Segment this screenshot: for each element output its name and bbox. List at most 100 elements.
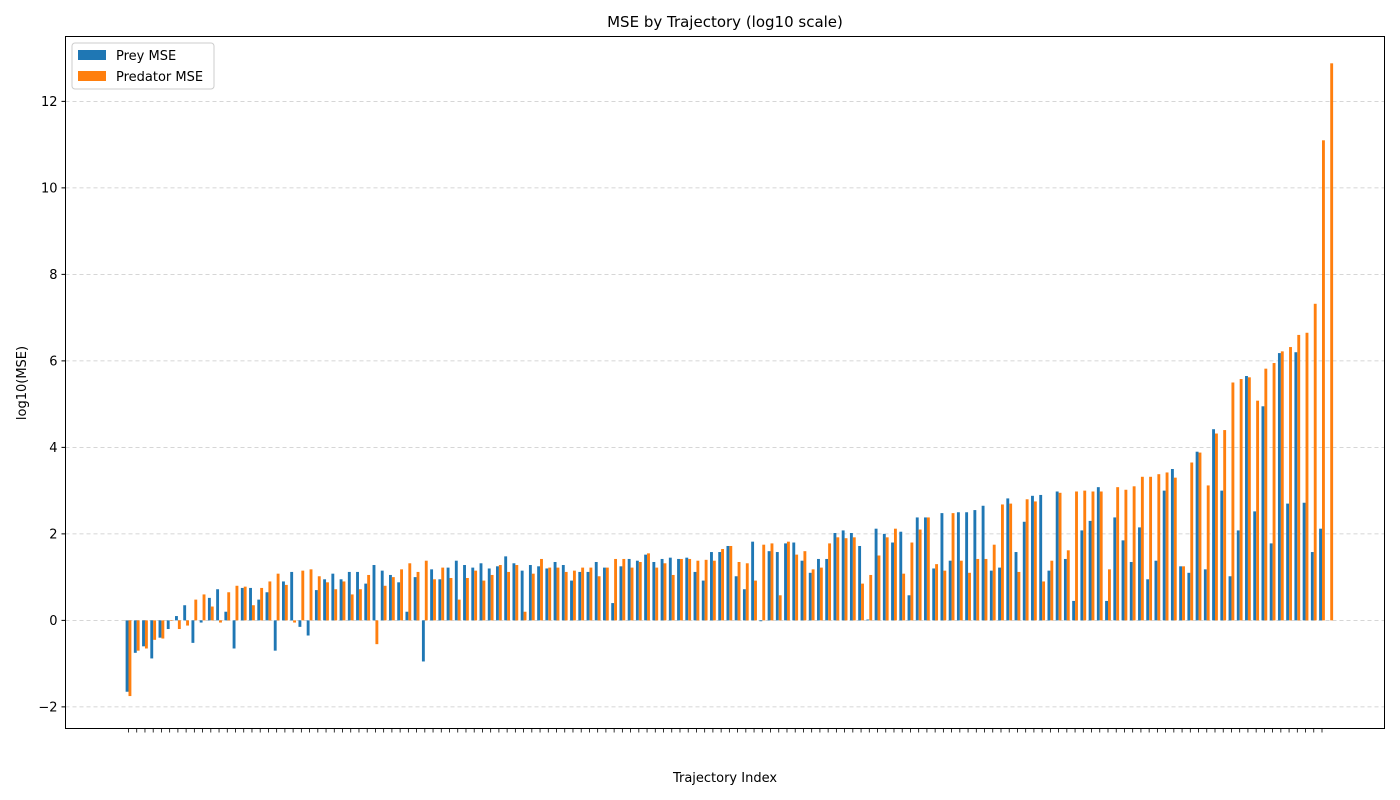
legend: Prey MSE Predator MSE bbox=[71, 42, 215, 90]
bar-predator bbox=[688, 558, 692, 621]
bar-predator bbox=[490, 574, 494, 621]
bar-prey bbox=[866, 619, 870, 621]
bar-prey bbox=[932, 568, 936, 621]
bar-prey bbox=[619, 566, 623, 621]
bar-prey bbox=[1245, 376, 1248, 621]
bar-predator bbox=[416, 571, 420, 621]
y-axis: −2 0 2 4 6 8 10 12 bbox=[38, 95, 66, 715]
bar-prey bbox=[1203, 569, 1207, 621]
bar-predator bbox=[1107, 569, 1111, 621]
bar-prey bbox=[1277, 353, 1281, 621]
bar-prey bbox=[1031, 495, 1034, 621]
x-axis bbox=[128, 728, 1323, 733]
bar-prey bbox=[216, 589, 220, 621]
bar-predator bbox=[358, 589, 362, 621]
bar-prey bbox=[496, 566, 499, 621]
bar-prey bbox=[446, 567, 450, 621]
bar-predator bbox=[523, 611, 527, 621]
bar-prey bbox=[1261, 406, 1265, 621]
bar-predator bbox=[260, 587, 264, 621]
bar-prey bbox=[1014, 552, 1018, 621]
bar-predator bbox=[424, 560, 428, 621]
bar-predator bbox=[1198, 452, 1202, 621]
bar-predator bbox=[614, 558, 618, 621]
bar-predator bbox=[696, 560, 700, 621]
bar-prey bbox=[775, 552, 779, 621]
bar-predator bbox=[770, 543, 774, 621]
bar-prey bbox=[644, 554, 648, 621]
bar-prey bbox=[817, 558, 820, 621]
bar-prey bbox=[701, 580, 705, 621]
bar-predator bbox=[1124, 489, 1128, 621]
bar-prey bbox=[1302, 502, 1306, 621]
bar-prey bbox=[199, 620, 203, 623]
bar-prey bbox=[125, 620, 129, 692]
bar-predator bbox=[869, 574, 873, 621]
bar-predator bbox=[1058, 492, 1062, 621]
bar-prey bbox=[652, 561, 656, 621]
bar-prey bbox=[504, 556, 508, 621]
bar-predator bbox=[507, 571, 511, 621]
bar-predator bbox=[1075, 491, 1078, 621]
bar-predator bbox=[918, 529, 922, 621]
bar-predator bbox=[1297, 334, 1301, 621]
bar-prey bbox=[528, 565, 532, 621]
bar-prey bbox=[808, 572, 812, 621]
bar-predator bbox=[1214, 433, 1218, 621]
bar-predator bbox=[342, 581, 346, 621]
bar-predator bbox=[1042, 581, 1046, 621]
bar-prey bbox=[471, 567, 475, 621]
bar-prey bbox=[660, 558, 664, 621]
bar-prey bbox=[1162, 490, 1166, 621]
bar-predator bbox=[433, 579, 436, 621]
bar-prey bbox=[767, 551, 771, 621]
bar-predator bbox=[671, 574, 675, 621]
bar-prey bbox=[413, 577, 417, 621]
bar-prey bbox=[479, 563, 483, 621]
bar-predator bbox=[861, 583, 864, 621]
bar-prey bbox=[833, 533, 837, 621]
bar-prey bbox=[1220, 490, 1224, 621]
bar-predator bbox=[293, 620, 297, 623]
bar-prey bbox=[1138, 527, 1141, 621]
bar-prey bbox=[1022, 521, 1026, 621]
bar-predator bbox=[540, 558, 543, 621]
bar-predator bbox=[531, 573, 535, 621]
bar-prey bbox=[792, 542, 796, 621]
y-tick-label: 4 bbox=[49, 441, 57, 456]
bar-predator bbox=[482, 580, 486, 621]
bar-prey bbox=[1080, 530, 1084, 621]
bar-predator bbox=[1066, 550, 1070, 621]
x-axis-label: Trajectory Index bbox=[672, 771, 777, 786]
bar-prey bbox=[389, 574, 392, 621]
bar-predator bbox=[877, 555, 881, 621]
bar-predator bbox=[852, 537, 856, 621]
bar-predator bbox=[811, 569, 815, 621]
bar-predator bbox=[383, 585, 387, 621]
bar-prey bbox=[611, 603, 615, 621]
bar-prey bbox=[1047, 570, 1051, 621]
bar-prey bbox=[463, 565, 466, 621]
bar-predator bbox=[243, 586, 247, 621]
bar-prey bbox=[249, 587, 252, 621]
bar-prey bbox=[891, 542, 894, 621]
bar-prey bbox=[273, 620, 277, 651]
y-tick-label: 10 bbox=[41, 181, 58, 196]
bar-predator bbox=[498, 565, 502, 621]
y-tick-label: 2 bbox=[49, 527, 57, 542]
bar-predator bbox=[161, 620, 165, 639]
bar-predator bbox=[647, 553, 650, 621]
bar-predator bbox=[1264, 368, 1268, 621]
bars bbox=[125, 63, 1334, 697]
bar-prey bbox=[150, 620, 154, 659]
bar-predator bbox=[589, 567, 593, 621]
bar-predator bbox=[1223, 430, 1227, 621]
bar-prey bbox=[545, 568, 549, 621]
bar-predator bbox=[1173, 477, 1177, 621]
bar-prey bbox=[924, 517, 927, 621]
bar-predator bbox=[202, 594, 206, 621]
bar-predator bbox=[712, 560, 716, 621]
bar-prey bbox=[1072, 600, 1076, 621]
